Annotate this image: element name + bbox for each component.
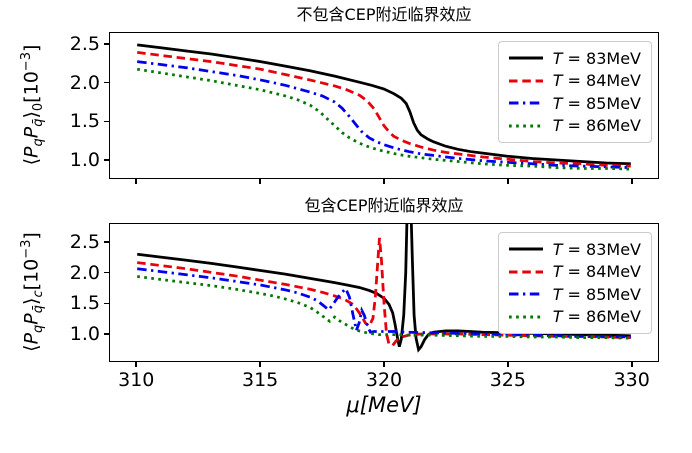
y-tick-mark [104,159,109,161]
y-tick-mark [104,333,109,335]
legend-label: T = 85MeV [552,93,641,113]
x-tick-mark [383,179,385,184]
y-tick-label: 2.5 [69,32,100,55]
legend-label: T = 86MeV [552,116,641,136]
curve-T=86MeV [136,67,631,171]
legend-bottom: T = 83MeV T = 84MeV T = 85MeV T = 86MeV [497,232,652,334]
y-tick-label: 1.5 [69,292,100,315]
legend-row: T = 85MeV [508,92,641,115]
y-tick-mark [104,302,109,305]
y-tick-label: 2.0 [69,261,100,284]
legend-row: T = 84MeV [508,261,641,284]
legend-line-sample-dashdot-blue [508,292,543,296]
x-axis-label: μ[MeV] [346,393,422,417]
legend-line-sample-dotted-green [508,124,543,128]
x-tick-mark [259,179,261,184]
top-panel-title: 不包含CEP附近临界效应 [296,5,472,24]
top-panel-curves-canvas [136,43,631,171]
x-tick-mark [383,362,385,367]
legend-row: T = 83MeV [508,238,641,261]
curve-T=86MeV [137,275,631,340]
legend-line-sample-dotted-green [508,315,543,319]
y-tick-label: 2.0 [69,71,100,94]
legend-label: T = 83MeV [552,239,641,259]
curve-T=85MeV [137,60,631,170]
legend-label: T = 84MeV [552,262,641,282]
legend-row: T = 84MeV [508,70,641,93]
curve-T=85MeV [137,267,631,339]
x-tick-label: 310 [118,369,155,391]
x-tick-mark [507,362,509,367]
legend-line-sample-dashed-red [508,270,543,274]
y-tick-mark [104,241,109,243]
bottom-panel-title: 包含CEP附近临界效应 [304,196,464,215]
y-tick-label: 1.0 [69,322,100,345]
legend-row: T = 85MeV [508,283,641,306]
legend-line-sample-solid-black [508,247,543,251]
x-tick-label: 320 [365,369,403,391]
x-tick-mark [135,362,138,367]
y-tick-mark [104,81,109,84]
x-tick-mark [630,179,633,184]
legend-top: T = 83MeV T = 84MeV T = 85MeV T = 86MeV [497,41,652,143]
legend-label: T = 86MeV [552,307,641,327]
y-axis-label-top: ⟨PqPq̄⟩0[10−3] [19,44,47,166]
legend-row: T = 83MeV [508,47,641,70]
x-tick-label: 315 [241,369,279,391]
y-tick-mark [104,43,109,45]
curve-T=83MeV [137,224,631,353]
y-axis-label-bottom: ⟨PqPq̄⟩c[10−3] [19,232,47,352]
y-tick-label: 2.5 [69,231,100,253]
top-panel-plot-area: T = 83MeV T = 84MeV T = 85MeV T = 86MeV [109,32,659,179]
legend-line-sample-solid-black [508,56,543,60]
y-tick-mark [104,271,109,274]
curve-T=83MeV [137,43,631,166]
y-tick-label: 1.0 [69,148,100,171]
curve-T=84MeV [137,51,631,168]
legend-label: T = 85MeV [552,284,641,304]
legend-label: T = 84MeV [552,71,641,91]
x-tick-label: 330 [613,369,650,391]
x-tick-label: 325 [489,369,526,391]
bottom-panel-plot-area: T = 83MeV T = 84MeV T = 85MeV T = 86MeV [109,223,659,362]
legend-row: T = 86MeV [508,115,641,138]
x-tick-mark [630,362,633,367]
y-tick-mark [104,120,109,123]
bottom-panel-curves-canvas [137,224,631,353]
x-tick-mark [507,179,509,184]
y-tick-label: 1.5 [69,110,100,133]
legend-label: T = 83MeV [552,48,641,68]
curve-T=84MeV [137,237,631,348]
legend-line-sample-dashed-red [508,79,543,83]
x-tick-mark [135,179,138,184]
x-tick-mark [259,362,261,367]
legend-row: T = 86MeV [508,306,641,329]
legend-line-sample-dashdot-blue [508,101,543,105]
